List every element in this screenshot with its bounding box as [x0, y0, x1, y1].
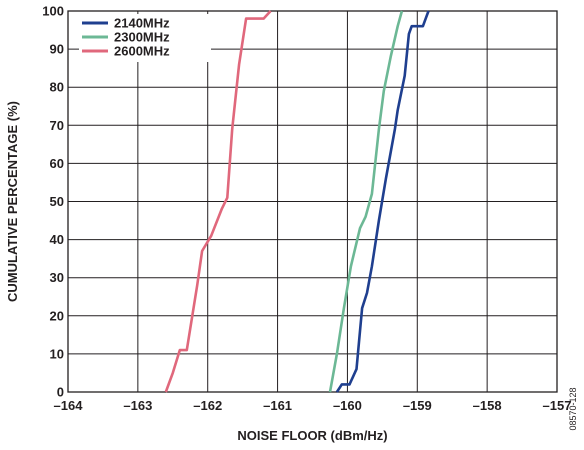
x-tick-label: –160 [333, 398, 362, 413]
y-tick-label: 100 [42, 4, 64, 19]
series-line-2140mhz [335, 10, 430, 393]
plot-area-frame [67, 10, 558, 393]
y-tick-label: 80 [50, 80, 64, 95]
grid [67, 10, 558, 393]
legend-label: 2140MHz [114, 16, 170, 31]
figure-id: 08570-128 [568, 387, 578, 430]
y-tick-label: 50 [50, 194, 64, 209]
x-axis-title: NOISE FLOOR (dBm/Hz) [237, 428, 387, 443]
x-tick-label: –158 [473, 398, 502, 413]
y-tick-label: 40 [50, 232, 64, 247]
series-line-2300mhz [328, 10, 404, 393]
x-tick-label: –161 [263, 398, 292, 413]
y-tick-label: 70 [50, 118, 64, 133]
x-tick-label: –159 [403, 398, 432, 413]
y-axis-tick-labels: 0 10 20 30 40 50 60 70 80 90 100 [42, 4, 64, 400]
x-tick-label: –157 [543, 398, 572, 413]
y-tick-label: 0 [57, 385, 64, 400]
y-tick-label: 90 [50, 42, 64, 57]
legend-label: 2600MHz [114, 44, 170, 59]
x-axis-tick-labels: –164 –163 –162 –161 –160 –159 –158 –157 [54, 398, 572, 413]
x-tick-label: –163 [123, 398, 152, 413]
legend-label: 2300MHz [114, 30, 170, 45]
x-tick-label: –164 [54, 398, 84, 413]
y-tick-label: 20 [50, 308, 64, 323]
series-line-2600mhz [164, 10, 272, 393]
y-axis-title: CUMULATIVE PERCENTAGE (%) [5, 101, 20, 302]
y-tick-label: 10 [50, 346, 64, 361]
y-tick-label: 30 [50, 270, 64, 285]
series-lines [164, 10, 430, 393]
x-tick-label: –162 [193, 398, 222, 413]
y-tick-label: 60 [50, 156, 64, 171]
